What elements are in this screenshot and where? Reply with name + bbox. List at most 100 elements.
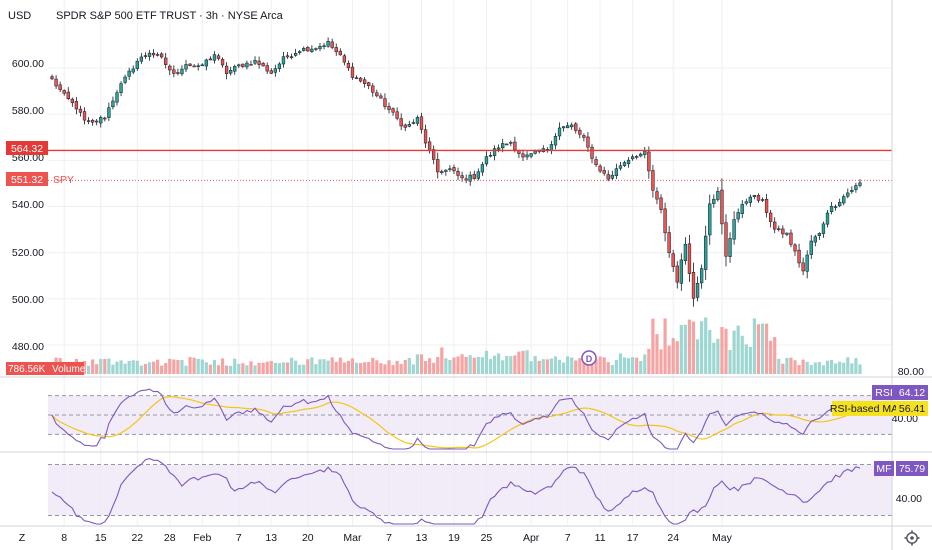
time-tick-label: 8	[61, 532, 67, 544]
candle-body	[574, 123, 578, 131]
candle-body	[850, 190, 854, 192]
candle-body	[476, 171, 480, 179]
candle-body	[143, 55, 148, 57]
volume-bar	[631, 357, 635, 374]
time-tick-label: 28	[164, 532, 176, 544]
candle-body	[570, 124, 574, 128]
candle-body	[423, 129, 428, 144]
volume-bar	[578, 358, 582, 374]
volume-bar	[732, 330, 736, 374]
volume-bar	[155, 359, 160, 374]
volume-bar	[626, 358, 631, 374]
candle-body	[50, 76, 54, 80]
volume-bar	[525, 350, 529, 374]
volume-bar	[318, 359, 322, 374]
volume-bar	[363, 362, 367, 374]
zoom-button[interactable]: Z	[19, 532, 26, 544]
candle-body	[663, 208, 667, 234]
volume-bar	[82, 360, 87, 374]
candle-body	[566, 125, 570, 129]
candle-body	[695, 282, 700, 298]
volume-bar	[541, 359, 545, 374]
chart-title: SPDR S&P 500 ETF TRUST · 3h · NYSE Arca	[56, 10, 284, 22]
candle-body	[107, 107, 111, 118]
candle-body	[602, 170, 606, 174]
candle-body	[444, 169, 448, 172]
volume-bar	[728, 349, 732, 374]
candle-body	[200, 64, 204, 67]
candle-body	[399, 118, 403, 127]
volume-bar	[716, 338, 720, 374]
volume-bar	[107, 358, 111, 374]
volume-bar	[476, 356, 480, 374]
volume-bar	[647, 348, 651, 374]
candle-body	[521, 153, 525, 158]
candle-body	[622, 162, 627, 166]
price-pane[interactable]	[48, 0, 892, 374]
volume-bar	[411, 364, 415, 374]
candle-body	[62, 90, 66, 94]
candle-body	[858, 182, 862, 186]
time-tick-label: May	[712, 532, 733, 544]
time-tick-label: Apr	[523, 532, 540, 544]
candle-body	[293, 52, 298, 56]
volume-bar	[622, 357, 627, 374]
volume-bar	[387, 360, 391, 374]
candle-body	[188, 63, 192, 66]
candle-body	[90, 119, 95, 123]
volume-bar	[675, 341, 679, 374]
candle-body	[147, 52, 152, 57]
volume-bar	[111, 364, 115, 374]
candle-body	[131, 68, 135, 73]
volume-bar	[557, 359, 562, 374]
reference-lines	[48, 149, 892, 181]
volume-bar	[590, 364, 594, 374]
candle-body	[496, 147, 501, 150]
volume-bar	[854, 358, 858, 374]
volume-bar	[103, 359, 107, 374]
volume-bar	[310, 357, 314, 374]
volume-bar	[302, 364, 306, 374]
hline-price-label: 564.32	[11, 143, 43, 155]
candle-body	[119, 83, 123, 93]
volume-bar	[651, 318, 655, 374]
price-axis[interactable]: 600.00 580.00 560.00 540.00 520.00 500.0…	[12, 58, 44, 353]
candle-body	[391, 108, 395, 113]
volume-bar	[667, 345, 671, 374]
price-tick: 600.00	[12, 58, 44, 70]
candle-body	[468, 174, 472, 182]
candle-body	[793, 244, 797, 252]
candle-body	[367, 82, 371, 87]
last-price-label: 551.32	[11, 174, 43, 186]
candle-body	[111, 100, 115, 108]
candle-body	[699, 268, 704, 284]
gear-icon[interactable]	[904, 530, 920, 546]
candlesticks	[50, 37, 862, 307]
volume-bar	[265, 361, 269, 374]
volume-bar	[602, 357, 606, 374]
dividend-event-icon[interactable]	[581, 350, 597, 366]
candle-body	[460, 175, 464, 179]
volume-bar	[643, 354, 647, 374]
candle-body	[375, 92, 379, 97]
candle-body	[553, 136, 558, 146]
volume-bar	[115, 361, 119, 374]
volume-bar	[553, 356, 558, 374]
event-marker-label: D	[586, 354, 593, 364]
candle-body	[647, 151, 651, 172]
rsi-ma-tag-label: RSI-based MA	[830, 403, 898, 415]
volume-bar	[225, 365, 229, 374]
candle-body	[135, 61, 139, 69]
volume-bar	[367, 361, 371, 374]
volume-label: Volume	[52, 364, 86, 375]
candle-body	[261, 63, 265, 67]
candle-body	[732, 219, 736, 240]
time-axis[interactable]: 8 15 22 28 Feb 7 13 20 Mar 7 13 19 25 Apr 7 11 17 24 May	[61, 532, 732, 544]
volume-bar	[322, 359, 326, 374]
volume-bar	[618, 353, 623, 374]
volume-bar	[119, 360, 123, 374]
candle-body	[825, 212, 830, 225]
volume-bar	[846, 357, 850, 374]
